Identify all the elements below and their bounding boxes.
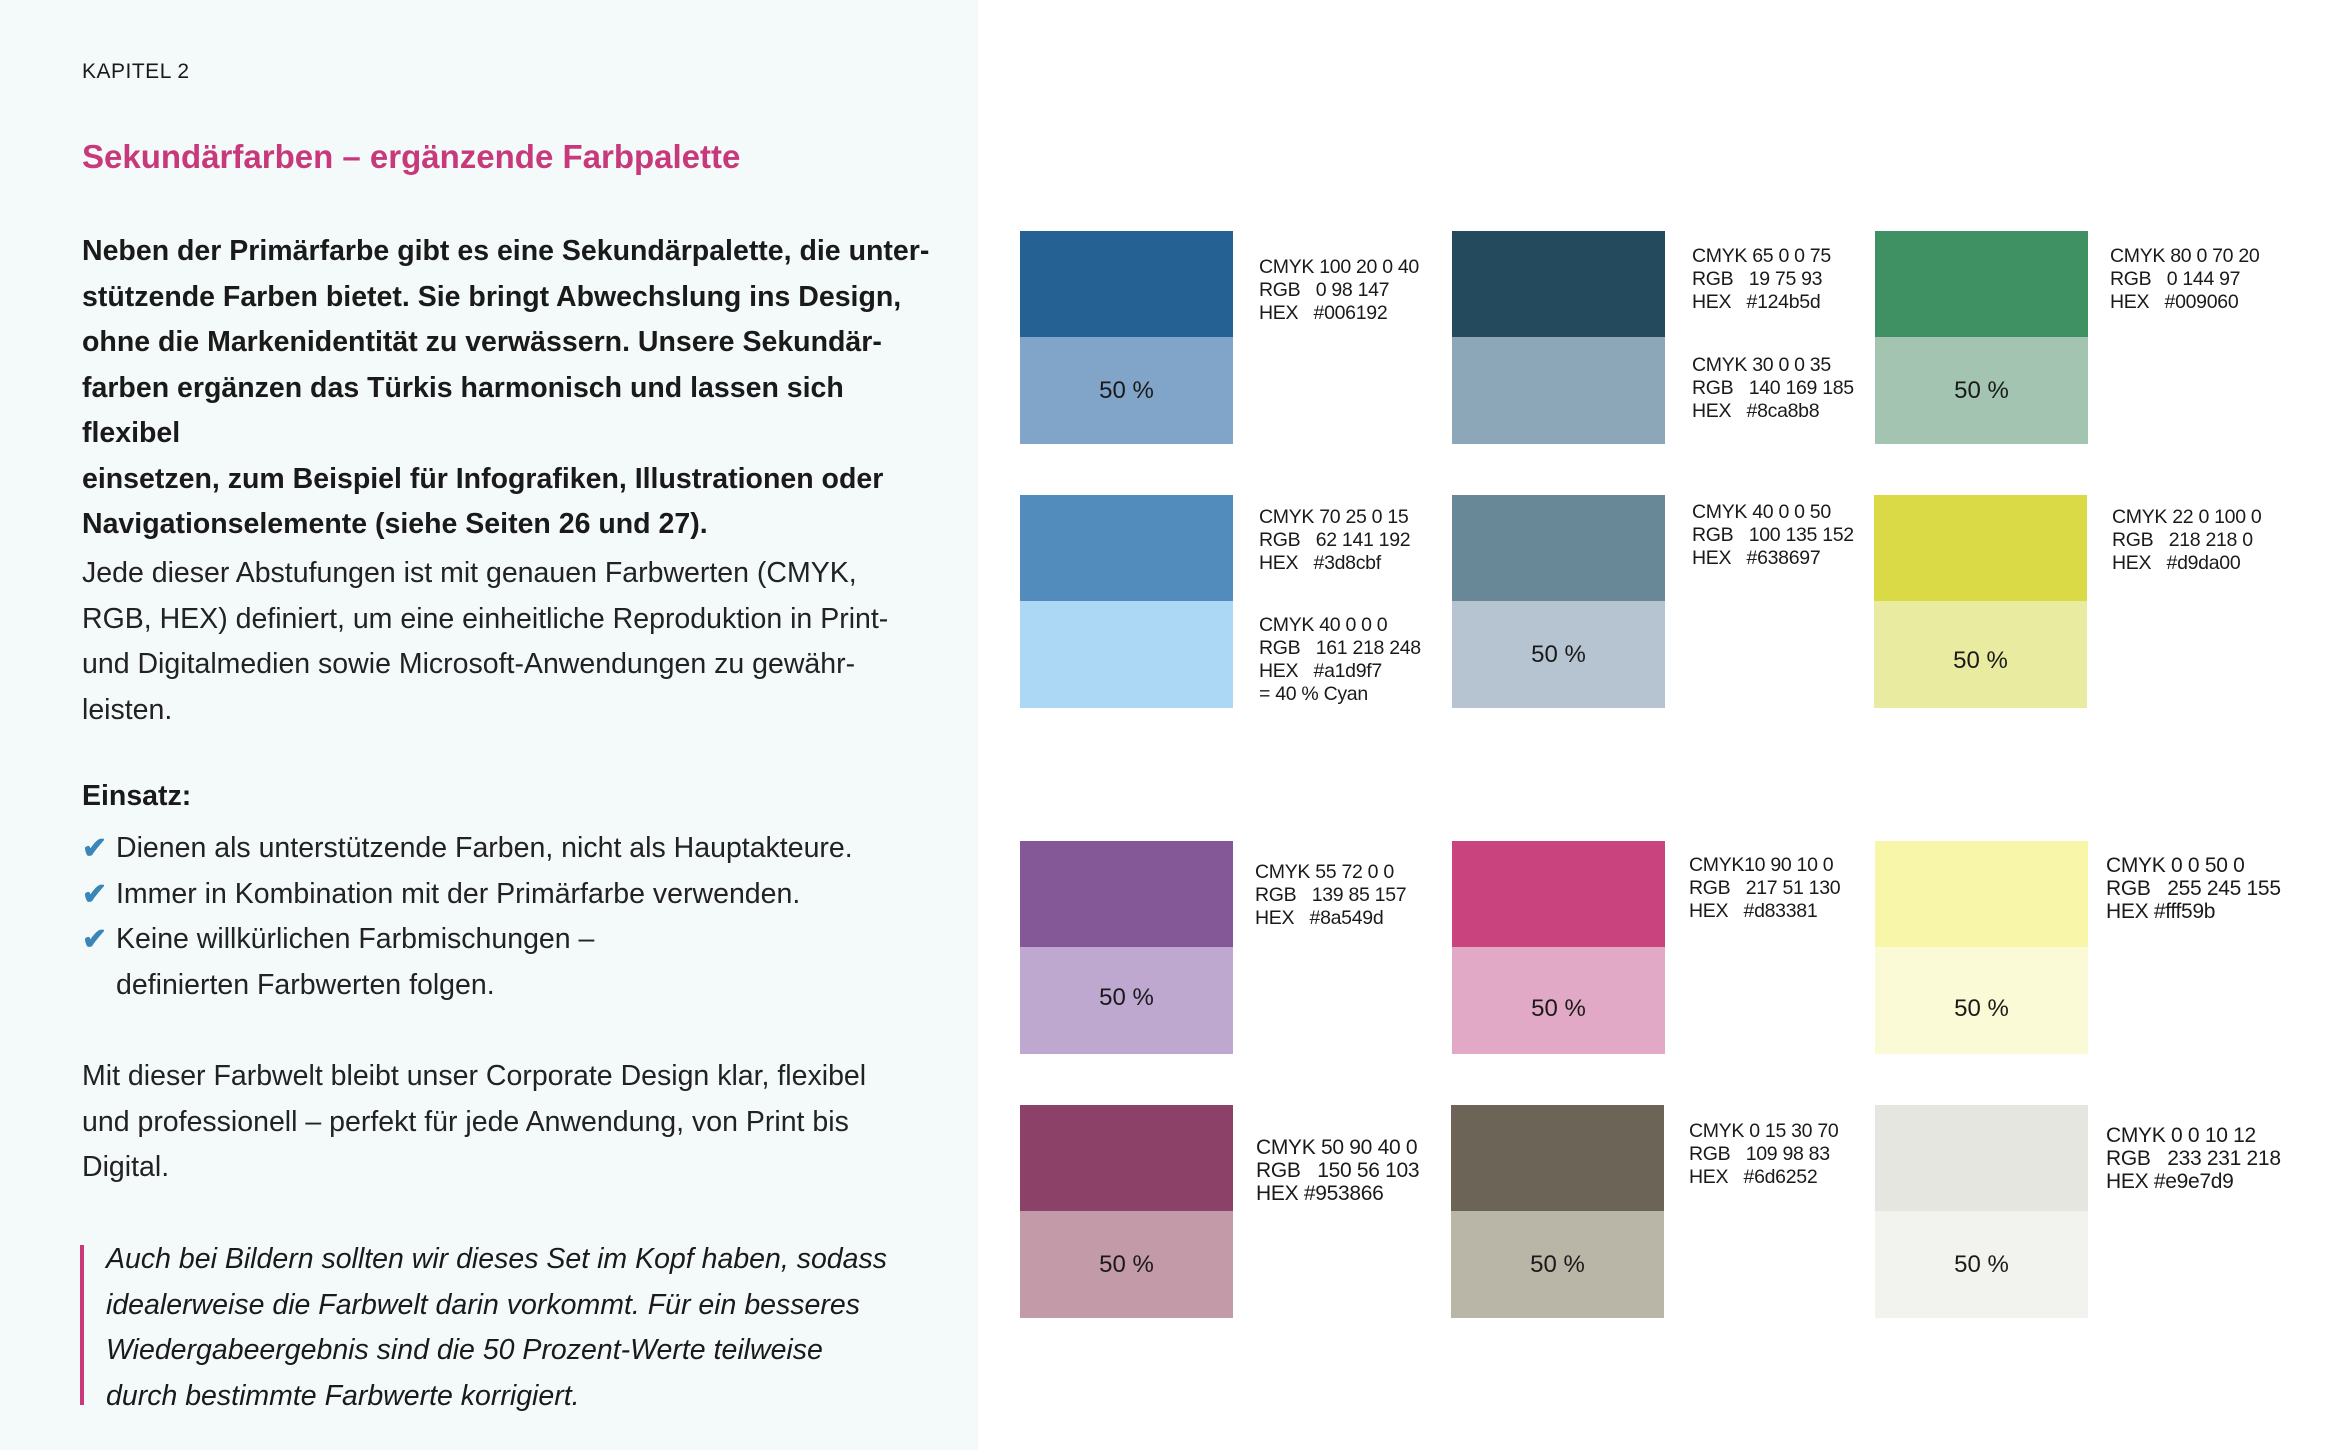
color-values: CMYK 40 0 0 0 RGB 161 218 248 HEX #a1d9f… xyxy=(1259,614,1421,705)
swatch-50-tone xyxy=(1020,601,1233,708)
swatch-full-tone xyxy=(1020,1105,1233,1211)
swatch-50-tone: 50 % xyxy=(1875,337,2088,444)
paragraph-line: und professionell – perfekt für jede Anw… xyxy=(82,1105,849,1138)
swatch-50-tone: 50 % xyxy=(1875,1211,2088,1318)
paragraph-line: Mit dieser Farbwelt bleibt unser Corpora… xyxy=(82,1060,867,1092)
swatch-50-tone: 50 % xyxy=(1451,1211,1664,1318)
color-swatch: 50 % xyxy=(1020,231,1233,444)
swatch-percent-label: 50 % xyxy=(1531,640,1586,668)
chapter-label: KAPITEL 2 xyxy=(82,60,190,83)
paragraph-line: leisten. xyxy=(82,693,173,726)
list-item-text: Immer in Kombination mit der Primärfarbe… xyxy=(116,877,801,910)
color-values: CMYK 55 72 0 0 RGB 139 85 157 HEX #8a549… xyxy=(1255,861,1407,929)
color-values: CMYK 0 0 10 12 RGB 233 231 218 HEX #e9e7… xyxy=(2106,1124,2281,1193)
list-item: ✔ Dienen als unterstützende Farben, nicht… xyxy=(82,826,962,872)
color-values: CMYK 0 15 30 70 RGB 109 98 83 HEX #6d625… xyxy=(1689,1120,1839,1188)
list-item: ✔ Immer in Kombination mit der Primärfarb… xyxy=(82,872,962,918)
swatch-full-tone xyxy=(1875,231,2088,337)
list-item-continuation: definierten Farbwerten folgen. xyxy=(82,963,962,1009)
text-panel: KAPITEL 2 Sekundärfarben – ergänzende Fa… xyxy=(0,0,978,1450)
color-values: CMYK 50 90 40 0 RGB 150 56 103 HEX #9538… xyxy=(1256,1136,1420,1205)
intro-line: einsetzen, zum Beispiel für Infografiken… xyxy=(82,462,884,495)
paragraph-line: Jede dieser Abstufungen ist mit genauen … xyxy=(82,557,857,589)
color-values: CMYK 0 0 50 0 RGB 255 245 155 HEX #fff59… xyxy=(2106,854,2281,923)
swatch-full-tone xyxy=(1452,231,1665,337)
quote-line: Auch bei Bildern sollten wir dieses Set … xyxy=(106,1243,888,1275)
swatch-percent-label: 50 % xyxy=(1099,1250,1154,1278)
color-swatch: 50 % xyxy=(1452,841,1665,1054)
swatch-percent-label: 50 % xyxy=(1954,1250,2009,1278)
swatch-50-tone: 50 % xyxy=(1875,947,2088,1054)
swatch-percent-label: 50 % xyxy=(1099,983,1154,1011)
swatch-full-tone xyxy=(1020,231,1233,337)
swatch-full-tone xyxy=(1452,495,1665,601)
color-values: CMYK 30 0 0 35 RGB 140 169 185 HEX #8ca8… xyxy=(1692,354,1854,422)
intro-line: Neben der Primärfarbe gibt es eine Sekun… xyxy=(82,235,930,267)
intro-line: farben ergänzen das Türkis harmonisch un… xyxy=(82,371,844,450)
check-icon: ✔ xyxy=(82,832,108,865)
list-item-text: definierten Farbwerten folgen. xyxy=(116,968,495,1001)
color-values: CMYK 22 0 100 0 RGB 218 218 0 HEX #d9da0… xyxy=(2112,506,2262,574)
list-item-text: Dienen als unterstützende Farben, nicht … xyxy=(116,832,853,864)
swatch-50-tone: 50 % xyxy=(1452,601,1665,708)
intro-line: Navigationselemente (siehe Seiten 26 und… xyxy=(82,508,708,540)
quote-accent-bar xyxy=(80,1245,84,1405)
swatch-full-tone xyxy=(1452,841,1665,947)
swatch-full-tone xyxy=(1875,841,2088,947)
color-swatch: 50 % xyxy=(1875,1105,2088,1318)
swatch-50-tone: 50 % xyxy=(1020,947,1233,1054)
usage-heading: Einsatz: xyxy=(82,780,192,812)
color-swatch: 50 % xyxy=(1874,495,2087,708)
swatch-percent-label: 50 % xyxy=(1953,646,2008,674)
swatch-percent-label: 50 % xyxy=(1530,1250,1585,1278)
swatch-full-tone xyxy=(1020,841,1233,947)
check-icon: ✔ xyxy=(82,877,108,911)
color-swatch: 50 % xyxy=(1875,231,2088,444)
quote-line: Wiedergabeergebnis sind die 50 Prozent-W… xyxy=(106,1334,823,1366)
color-swatch: 50 % xyxy=(1451,1105,1664,1318)
list-item-text: Keine willkürlichen Farbmischungen – xyxy=(116,923,595,955)
swatch-full-tone xyxy=(1875,1105,2088,1211)
closing-paragraph: Mit dieser Farbwelt bleibt unser Corpora… xyxy=(82,1054,942,1191)
color-swatch: 50 % xyxy=(1020,841,1233,1054)
color-values: CMYK 100 20 0 40 RGB 0 98 147 HEX #00619… xyxy=(1259,256,1419,324)
swatch-full-tone xyxy=(1451,1105,1664,1211)
color-swatch: 50 % xyxy=(1875,841,2088,1054)
paragraph-line: und Digitalmedien sowie Microsoft-Anwend… xyxy=(82,648,856,680)
intro-paragraph: Neben der Primärfarbe gibt es eine Sekun… xyxy=(82,229,942,548)
intro-line: ohne die Markenidentität zu verwässern. … xyxy=(82,326,882,358)
paragraph-line: RGB, HEX) definiert, um eine einheitlich… xyxy=(82,602,889,635)
swatch-full-tone xyxy=(1020,495,1233,601)
color-swatch xyxy=(1452,231,1665,444)
swatch-percent-label: 50 % xyxy=(1954,376,2009,404)
page-title: Sekundärfarben – ergänzende Farbpalette xyxy=(82,138,741,175)
color-swatch: 50 % xyxy=(1452,495,1665,708)
quote-line: idealerweise die Farbwelt darin vorkommt… xyxy=(106,1288,860,1321)
intro-line: stützende Farben bietet. Sie bringt Abwe… xyxy=(82,280,902,313)
color-swatch: 50 % xyxy=(1020,1105,1233,1318)
swatch-percent-label: 50 % xyxy=(1099,376,1154,404)
list-item: ✔ Keine willkürlichen Farbmischungen – xyxy=(82,917,962,963)
swatch-50-tone xyxy=(1452,337,1665,444)
paragraph-line: Digital. xyxy=(82,1151,170,1183)
quote-block: Auch bei Bildern sollten wir dieses Set … xyxy=(106,1237,966,1419)
swatch-percent-label: 50 % xyxy=(1954,994,2009,1022)
usage-list: ✔ Dienen als unterstützende Farben, nicht… xyxy=(82,826,962,1008)
swatch-50-tone: 50 % xyxy=(1452,947,1665,1054)
color-swatch xyxy=(1020,495,1233,708)
color-values: CMYK 70 25 0 15 RGB 62 141 192 HEX #3d8c… xyxy=(1259,506,1411,574)
swatch-50-tone: 50 % xyxy=(1020,1211,1233,1318)
check-icon: ✔ xyxy=(82,923,108,956)
color-values: CMYK 80 0 70 20 RGB 0 144 97 HEX #009060 xyxy=(2110,245,2260,313)
swatch-percent-label: 50 % xyxy=(1531,994,1586,1022)
color-values: CMYK 40 0 0 50 RGB 100 135 152 HEX #6386… xyxy=(1692,501,1854,569)
color-values: CMYK 65 0 0 75 RGB 19 75 93 HEX #124b5d xyxy=(1692,245,1831,313)
quote-line: durch bestimmte Farbwerte korrigiert. xyxy=(106,1379,580,1412)
values-paragraph: Jede dieser Abstufungen ist mit genauen … xyxy=(82,551,942,733)
swatch-50-tone: 50 % xyxy=(1874,601,2087,708)
color-values: CMYK10 90 10 0 RGB 217 51 130 HEX #d8338… xyxy=(1689,854,1841,922)
swatch-full-tone xyxy=(1874,495,2087,601)
swatch-50-tone: 50 % xyxy=(1020,337,1233,444)
